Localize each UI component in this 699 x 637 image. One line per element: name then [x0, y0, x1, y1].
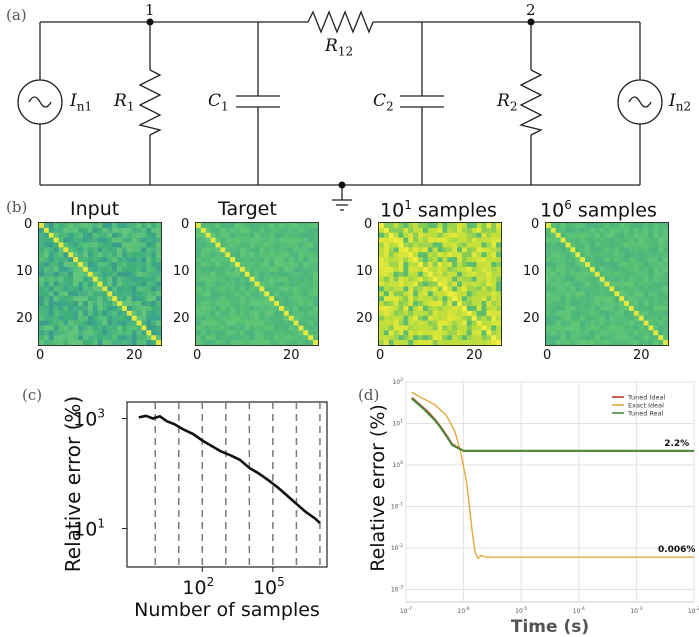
chart-d-frame [405, 381, 695, 603]
chart-c-xlabel: Number of samples [134, 599, 320, 621]
chart-d-xtick-label-4: 10-3 [630, 606, 642, 615]
legend-tuned-real-label: Tuned Real [627, 410, 664, 418]
node-1-label: 1 [145, 1, 155, 19]
resistor-r1-symbol [138, 69, 162, 136]
matrix-10e6-heatmap [545, 222, 669, 346]
matrix-10e1-ytick-10: 10 [356, 264, 373, 279]
matrix-input-xtick-20: 20 [126, 348, 143, 363]
resistor-r2-symbol [519, 69, 543, 136]
matrix-target-xtick-20: 20 [283, 348, 300, 363]
chart-d-ytick-label-2: 100 [392, 460, 403, 469]
matrix-target-heatmap [195, 222, 319, 346]
matrix-10e6-ytick-10: 10 [523, 264, 540, 279]
matrix-input-ytick-0: 0 [24, 217, 33, 232]
source-right-label: In2 [669, 91, 692, 114]
matrix-input-title: Input [70, 198, 120, 220]
panel-b-label: (b) [6, 198, 28, 216]
matrix-input-heatmap [38, 222, 162, 346]
matrix-target-title: Target [218, 198, 277, 220]
chart-d-xtick-label-2: 10-5 [515, 606, 527, 615]
node-2-dot [527, 18, 535, 26]
chart-d-ytick-label-0: 102 [392, 377, 403, 386]
matrix-10e6-ytick-20: 20 [523, 311, 540, 326]
matrix-10e6-xtick-20: 20 [633, 348, 650, 363]
matrix-target-ytick-0: 0 [181, 217, 190, 232]
matrix-10e1-ytick-0: 0 [364, 217, 373, 232]
legend-exact-ideal-label: Exact Ideal [628, 402, 664, 410]
capacitor-c1-label: C1 [208, 91, 229, 114]
chart-d-ytick-label-4: 10-2 [391, 543, 403, 552]
chart-d-series-tuned-real [411, 397, 694, 452]
circuit-diagram [17, 10, 663, 211]
capacitor-c2-label: C2 [373, 91, 394, 114]
chart-d-ytick-label-5: 10-3 [391, 585, 403, 594]
chart-d-legend: Tuned Ideal Exact Ideal Tuned Real [612, 394, 665, 418]
chart-d-xtick-label-5: 10-2 [688, 606, 699, 615]
matrix-input-ytick-20: 20 [16, 311, 33, 326]
chart-c-frame [126, 401, 328, 568]
matrix-target-ytick-10: 10 [173, 264, 190, 279]
resistor-r2-label: R2 [497, 91, 518, 114]
matrix-10e1-xtick-20: 20 [466, 348, 483, 363]
chart-c-ylabel: Relative error (%) [61, 396, 85, 572]
matrix-10e1-heatmap [378, 222, 502, 346]
chart-c-ytick-label-0: 103 [73, 407, 105, 431]
chart-d-annotation-1: 0.006% [658, 545, 696, 555]
matrix-10e1-xtick-0: 0 [376, 348, 385, 363]
node-1-dot [146, 18, 154, 26]
chart-d-ylabel: Relative error (%) [367, 404, 389, 572]
chart-d-series-exact-ideal [411, 391, 694, 560]
panel-a-label: (a) [6, 6, 27, 24]
resistor-r12-label: R12 [325, 36, 354, 59]
matrix-10e6-xtick-0: 0 [543, 348, 552, 363]
matrix-10e6-title: 106 samples [540, 198, 657, 222]
ground-node-dot [338, 181, 346, 189]
chart-d-xtick-label-3: 10-4 [573, 606, 585, 615]
chart-d: 10-7 10-6 10-5 10-4 10-3 10-2 102 101 100 10-1 10-… [367, 377, 699, 637]
chart-c-series-error [138, 414, 321, 524]
chart-c-xtick-label-1: 105 [253, 575, 285, 599]
panel-d-label: (d) [358, 386, 380, 404]
matrix-10e1-ytick-20: 20 [356, 311, 373, 326]
matrix-input-ytick-10: 10 [16, 264, 33, 279]
matrix-target-xtick-0: 0 [193, 348, 202, 363]
chart-d-ytick-label-1: 101 [392, 419, 403, 428]
resistor-r1-label: R1 [114, 91, 135, 114]
source-left-label: In1 [70, 91, 93, 114]
chart-c-xtick-label-0: 102 [182, 575, 214, 599]
node-2-label: 2 [526, 1, 536, 19]
chart-d-xlabel: Time (s) [511, 617, 589, 637]
panel-c-label: (c) [22, 386, 43, 404]
chart-d-ytick-label-3: 10-1 [391, 502, 403, 511]
matrix-input-xtick-0: 0 [36, 348, 45, 363]
legend-tuned-ideal-label: Tuned Ideal [627, 394, 665, 402]
matrix-10e6-ytick-0: 0 [531, 217, 540, 232]
chart-d-xtick-label-0: 10-7 [400, 606, 412, 615]
matrix-target-ytick-20: 20 [173, 311, 190, 326]
matrix-10e1-title: 101 samples [380, 198, 497, 222]
chart-d-xtick-label-1: 10-6 [458, 606, 470, 615]
chart-d-annotation-0: 2.2% [664, 439, 689, 449]
resistor-r12-symbol [307, 10, 374, 34]
